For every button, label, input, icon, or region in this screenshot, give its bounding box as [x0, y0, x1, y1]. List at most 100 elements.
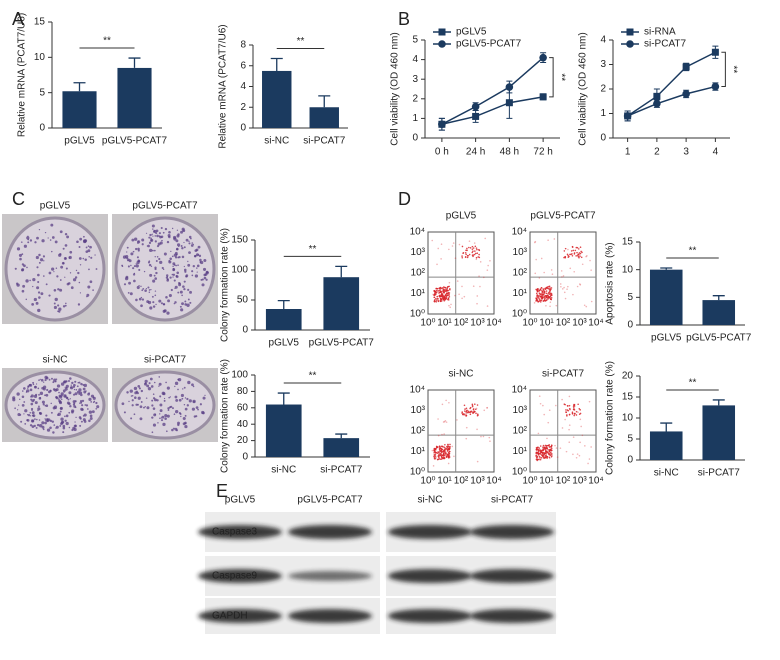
event — [544, 288, 547, 291]
event — [437, 300, 440, 303]
event — [568, 404, 571, 407]
y-tick-label: 0 — [627, 320, 633, 331]
error-bar — [712, 399, 725, 406]
colony — [49, 239, 52, 241]
event — [433, 457, 436, 460]
event — [569, 408, 571, 411]
event — [542, 446, 544, 448]
blot-column-label: si-PCAT7 — [491, 495, 533, 506]
event — [463, 295, 466, 298]
colony — [37, 291, 41, 294]
event — [443, 453, 445, 456]
flow-tick-label: 10⁴ — [512, 385, 527, 396]
colony — [78, 381, 81, 384]
event — [561, 398, 563, 401]
error-bar — [712, 295, 725, 301]
flow-tick-label: 10⁰ — [512, 467, 527, 478]
colony — [150, 265, 153, 267]
y-tick-label: 5 — [412, 35, 418, 46]
event — [551, 273, 554, 276]
event — [440, 290, 442, 293]
colony — [167, 409, 170, 412]
y-axis-label: Apoptosis rate (%) — [605, 242, 616, 324]
event — [447, 453, 450, 456]
colony — [27, 238, 30, 241]
colony — [185, 238, 189, 242]
colony — [65, 384, 69, 388]
colony — [191, 242, 194, 244]
colony — [196, 267, 198, 269]
event — [546, 299, 548, 301]
colony — [62, 431, 65, 434]
event — [575, 414, 578, 416]
event — [542, 404, 544, 407]
colony — [136, 403, 139, 406]
event — [550, 447, 553, 450]
event — [551, 449, 553, 452]
colony — [126, 246, 129, 249]
colony — [49, 389, 52, 393]
event — [440, 451, 443, 454]
event — [546, 286, 549, 288]
colony — [37, 387, 40, 390]
colony — [124, 276, 129, 281]
colony — [182, 422, 186, 426]
event — [573, 414, 575, 417]
colony — [85, 250, 89, 253]
blot-band — [388, 525, 472, 539]
colony — [177, 378, 182, 382]
colony — [89, 245, 92, 249]
marker — [472, 112, 480, 120]
event — [487, 264, 489, 267]
y-tick-label: 3 — [412, 74, 418, 85]
flow-tick-label: 10⁰ — [522, 476, 537, 487]
colony — [50, 223, 54, 227]
legend-marker — [626, 28, 634, 36]
legend-marker — [438, 28, 446, 36]
event — [435, 289, 438, 292]
y-tick-label: 0 — [242, 452, 248, 463]
colony — [19, 398, 21, 401]
colony — [171, 227, 174, 230]
y-tick-label: 2 — [240, 102, 246, 113]
flow-tick-label: 10² — [411, 426, 426, 437]
event — [559, 447, 562, 449]
colony — [78, 246, 81, 249]
colony — [21, 263, 25, 266]
y-tick-label: 0 — [412, 133, 418, 144]
event — [471, 248, 474, 250]
colony — [154, 240, 157, 243]
event — [474, 250, 476, 252]
event — [486, 305, 489, 307]
colony — [36, 236, 39, 240]
x-tick-label: pGLV5 — [269, 338, 300, 349]
event — [589, 259, 591, 262]
event — [574, 412, 576, 415]
event — [542, 292, 545, 295]
colony — [167, 407, 170, 410]
colony — [30, 407, 34, 411]
colony — [90, 256, 93, 259]
event — [548, 456, 551, 459]
colony — [188, 399, 192, 403]
colony — [147, 286, 150, 289]
colony — [39, 412, 43, 415]
y-tick-label: 5 — [627, 292, 633, 303]
colony — [183, 287, 186, 291]
colony — [43, 260, 45, 262]
colony — [163, 252, 167, 256]
colony — [88, 410, 93, 414]
colony — [92, 289, 94, 291]
colony — [48, 378, 51, 381]
colony — [191, 274, 194, 277]
colony — [72, 385, 76, 389]
y-tick-label: 15 — [34, 17, 46, 28]
blot-column-label: si-NC — [418, 495, 443, 506]
colony — [149, 377, 153, 381]
event — [567, 248, 569, 251]
y-tick-label: 6 — [240, 60, 246, 71]
event — [448, 452, 451, 455]
colony — [152, 393, 155, 395]
colony — [134, 247, 138, 251]
event — [546, 457, 548, 459]
